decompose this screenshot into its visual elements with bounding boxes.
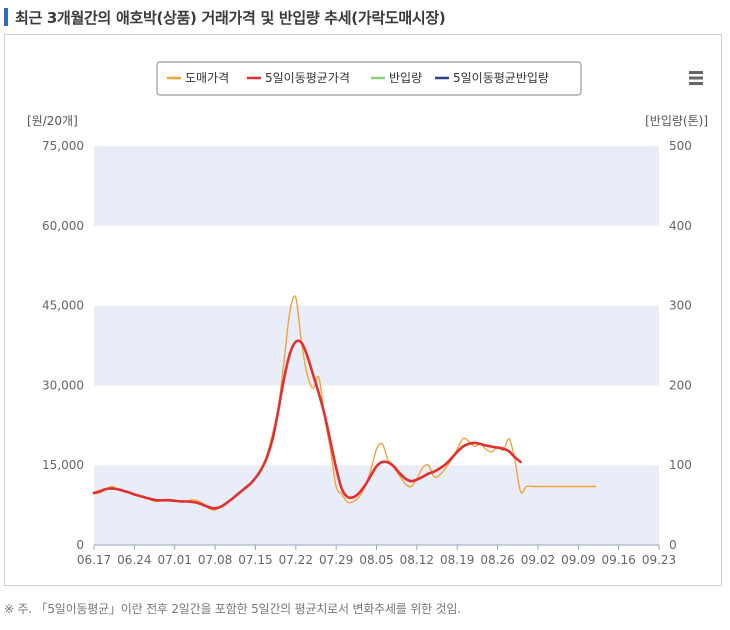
y-right-axis-label: [반입량(톤)] — [645, 114, 708, 128]
title-accent-bar — [4, 8, 8, 26]
legend-label: 반입량 — [389, 71, 422, 85]
legend: 도매가격 5일이동평균가격 반입량 5일이동평균반입량 — [156, 61, 582, 96]
legend-frame — [156, 61, 582, 96]
x-tick-label: 08.12 — [400, 553, 434, 567]
y-left-tick-label: 15,000 — [42, 458, 84, 472]
x-tick-label: 09.23 — [642, 553, 676, 567]
y-right-tick-label: 200 — [669, 378, 692, 392]
x-tick-label: 09.16 — [601, 553, 635, 567]
x-tick-label: 08.05 — [359, 553, 393, 567]
title-bar: 최근 3개월간의 애호박(상품) 거래가격 및 반입량 추세(가락도매시장) — [4, 4, 446, 30]
x-tick-label: 07.01 — [158, 553, 192, 567]
page-title: 최근 3개월간의 애호박(상품) 거래가격 및 반입량 추세(가락도매시장) — [15, 8, 446, 27]
legend-label: 5일이동평균가격 — [265, 71, 350, 85]
axes: 0 15,000 30,000 45,000 60,000 75,000 0 100 200 30… — [42, 139, 692, 567]
hamburger-menu-icon[interactable] — [689, 71, 703, 85]
x-tick-label: 08.26 — [480, 553, 514, 567]
x-tick-label: 09.09 — [561, 553, 595, 567]
y-right-tick-label: 500 — [669, 139, 692, 153]
y-left-tick-label: 30,000 — [42, 378, 84, 392]
y-right-tick-label: 300 — [669, 299, 692, 313]
footnote: ※ 주. 「5일이동평균」이란 전후 2일간을 포함한 5일간의 평균치로서 변… — [4, 602, 461, 616]
x-tick-label: 07.08 — [198, 553, 232, 567]
series-layer — [92, 295, 597, 511]
price-trend-chart: 0 15,000 30,000 45,000 60,000 75,000 0 100 200 30… — [27, 61, 708, 567]
x-tick-label: 08.19 — [440, 553, 474, 567]
x-tick-label: 07.15 — [238, 553, 272, 567]
y-left-tick-label: 45,000 — [42, 299, 84, 313]
chart-frame: 0 15,000 30,000 45,000 60,000 75,000 0 100 200 30… — [4, 34, 722, 586]
y-left-tick-label: 0 — [76, 538, 84, 552]
x-tick-label: 09.02 — [521, 553, 555, 567]
series-line-1 — [92, 339, 522, 510]
x-tick-label: 07.29 — [319, 553, 353, 567]
plot-bands — [94, 146, 659, 545]
y-left-tick-label: 60,000 — [42, 219, 84, 233]
plot-band — [94, 146, 659, 226]
y-left-tick-label: 75,000 — [42, 139, 84, 153]
y-left-axis-label: [원/20개] — [27, 114, 78, 128]
y-right-tick-label: 0 — [669, 538, 677, 552]
x-tick-label: 06.24 — [117, 553, 151, 567]
plot-band — [94, 465, 659, 545]
y-right-tick-label: 400 — [669, 219, 692, 233]
x-tick-label: 06.17 — [77, 553, 111, 567]
legend-label: 도매가격 — [185, 71, 229, 85]
legend-label: 5일이동평균반입량 — [453, 71, 549, 85]
y-right-tick-label: 100 — [669, 458, 692, 472]
plot-band — [94, 305, 659, 386]
x-tick-label: 07.22 — [279, 553, 313, 567]
